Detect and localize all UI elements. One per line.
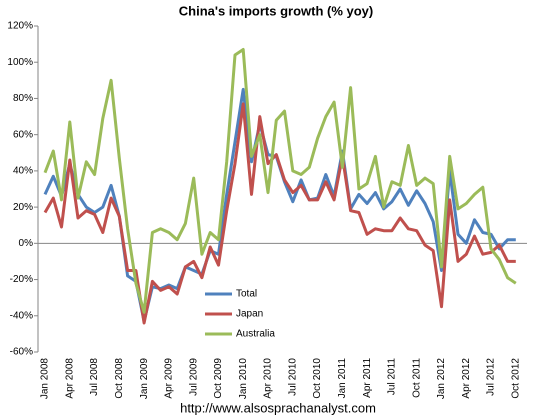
y-tick-label: 80%	[13, 93, 33, 104]
chart-title: China's imports growth (% yoy)	[179, 3, 374, 18]
y-tick-label: -20%	[10, 274, 33, 285]
x-tick-label: Oct 2008	[114, 358, 125, 399]
legend-label: Japan	[236, 309, 263, 320]
series-line	[43, 48, 517, 314]
x-tick-label: Apr 2012	[461, 358, 472, 399]
x-tick-label: Jan 2009	[139, 358, 150, 400]
series-line	[43, 102, 516, 325]
x-tick-label: Apr 2009	[164, 358, 175, 399]
y-tick-label: -40%	[10, 310, 33, 321]
y-tick-label: 40%	[13, 166, 33, 177]
x-tick-label: Oct 2012	[510, 358, 521, 399]
y-tick-label: 100%	[7, 57, 33, 68]
legend-label: Australia	[236, 329, 275, 340]
y-tick-label: 0%	[19, 238, 34, 249]
y-tick-label: 20%	[13, 202, 33, 213]
x-tick-label: Jul 2010	[287, 358, 298, 396]
x-tick-label: Jan 2011	[337, 358, 348, 399]
x-tick-label: Oct 2009	[213, 358, 224, 399]
x-tick-label: Oct 2011	[411, 358, 422, 398]
x-tick-label: Jan 2008	[40, 358, 51, 400]
y-tick-label: -60%	[10, 347, 33, 358]
x-tick-label: Jan 2010	[238, 358, 249, 400]
x-tick-label: Jul 2009	[188, 358, 199, 396]
x-tick-label: Jul 2011	[387, 358, 398, 396]
x-tick-label: Jan 2012	[436, 358, 447, 400]
x-tick-label: Oct 2010	[312, 358, 323, 399]
x-tick-label: Apr 2011	[362, 358, 373, 398]
x-tick-label: Apr 2010	[263, 358, 274, 399]
legend-label: Total	[236, 289, 257, 300]
x-tick-label: Jul 2012	[486, 358, 497, 396]
y-tick-label: 60%	[13, 129, 33, 140]
x-tick-label: Apr 2008	[64, 358, 75, 399]
y-tick-label: 120%	[7, 21, 33, 32]
source: http://www.alsosprachanalyst.com	[180, 400, 376, 415]
x-tick-label: Jul 2008	[89, 358, 100, 396]
